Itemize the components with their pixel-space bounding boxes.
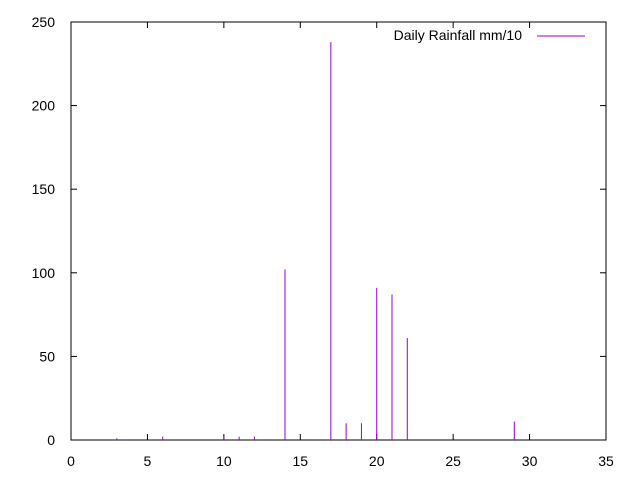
y-tick-label: 50 xyxy=(39,348,55,364)
x-tick-label: 0 xyxy=(67,453,75,469)
y-axis: 0 50 100 150 200 250 xyxy=(32,14,606,448)
legend: Daily Rainfall mm/10 xyxy=(394,27,585,43)
x-tick-label: 15 xyxy=(292,453,308,469)
y-tick-label: 100 xyxy=(32,265,56,281)
plot-frame xyxy=(70,21,607,441)
x-tick-label: 5 xyxy=(144,453,152,469)
y-tick-label: 0 xyxy=(47,432,55,448)
x-tick-label: 25 xyxy=(445,453,461,469)
x-tick-label: 35 xyxy=(598,453,614,469)
x-tick-label: 20 xyxy=(369,453,385,469)
legend-label: Daily Rainfall mm/10 xyxy=(394,27,523,43)
x-axis: 0 5 10 15 20 25 30 35 xyxy=(67,22,614,469)
y-tick-label: 250 xyxy=(32,14,56,30)
series-bars xyxy=(116,42,515,440)
x-tick-label: 10 xyxy=(216,453,232,469)
y-tick-label: 200 xyxy=(32,98,56,114)
y-tick-label: 150 xyxy=(32,181,56,197)
x-tick-label: 30 xyxy=(522,453,538,469)
